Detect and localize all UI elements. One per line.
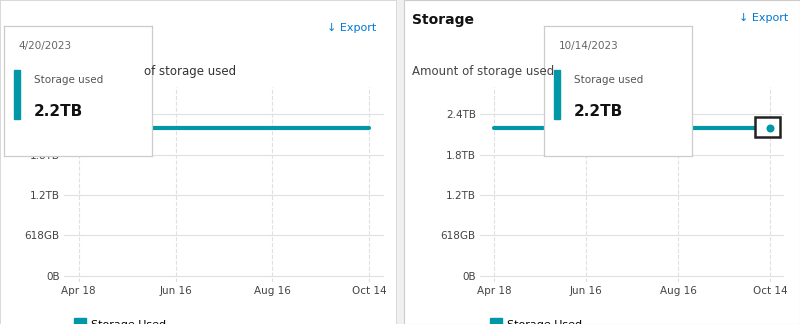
FancyBboxPatch shape xyxy=(755,117,780,137)
Text: of storage used: of storage used xyxy=(144,65,236,78)
Text: 2.2TB: 2.2TB xyxy=(34,104,83,119)
Text: Storage used: Storage used xyxy=(574,75,643,85)
Text: Storage: Storage xyxy=(412,13,474,27)
Text: ↓ Export: ↓ Export xyxy=(326,23,376,33)
Text: Storage used: Storage used xyxy=(34,75,103,85)
Text: 4/20/2023: 4/20/2023 xyxy=(19,41,72,52)
Bar xyxy=(14,70,20,119)
Text: Amount of storage used: Amount of storage used xyxy=(412,65,554,78)
Text: 10/14/2023: 10/14/2023 xyxy=(558,41,618,52)
Bar xyxy=(554,70,560,119)
Text: 2.2TB: 2.2TB xyxy=(574,104,623,119)
Text: ↓ Export: ↓ Export xyxy=(738,13,788,23)
Legend: Storage Used: Storage Used xyxy=(70,316,170,324)
Legend: Storage Used: Storage Used xyxy=(486,316,586,324)
